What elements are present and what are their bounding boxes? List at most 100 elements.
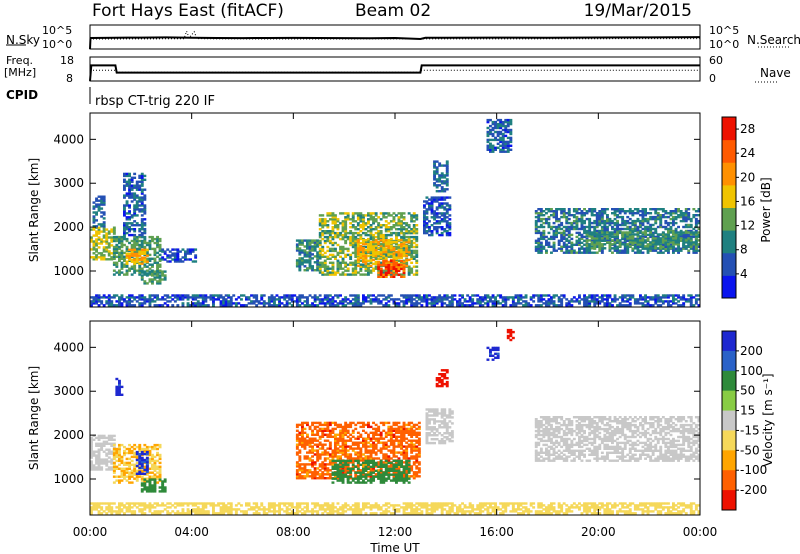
power-cell [486, 300, 490, 303]
power-cell [118, 304, 121, 307]
power-cell [565, 239, 569, 242]
power-cell [316, 267, 320, 270]
velocity-cell [140, 460, 144, 464]
velocity-cell [95, 456, 98, 459]
power-cell [692, 296, 696, 299]
power-cell [595, 214, 599, 217]
power-cell [684, 245, 688, 248]
velocity-cell [145, 488, 149, 491]
power-cell [603, 235, 607, 238]
velocity-cell [158, 457, 162, 461]
velocity-cell [92, 438, 96, 441]
velocity-cell [148, 475, 152, 478]
velocity-cell [321, 467, 325, 470]
power-cell [654, 245, 658, 248]
power-cell [397, 216, 401, 219]
power-cell [430, 231, 434, 235]
power-cell [639, 223, 642, 227]
power-cell [433, 300, 436, 303]
power-cell [600, 237, 604, 240]
velocity-cell [110, 438, 114, 441]
velocity-cell [318, 429, 322, 432]
power-cell [473, 294, 477, 297]
power-cell [326, 237, 330, 241]
velocity-cell [158, 443, 162, 447]
power-cell [262, 294, 266, 297]
power-cell [323, 263, 327, 266]
power-cell [311, 241, 314, 244]
power-cell [367, 248, 370, 252]
power-cell [636, 210, 640, 213]
power-cell [153, 304, 157, 307]
power-cell [578, 243, 581, 246]
power-cell [537, 249, 541, 252]
power-cell [379, 261, 383, 264]
power-cell [123, 251, 126, 255]
power-cell [578, 231, 581, 235]
power-cell [674, 239, 678, 242]
power-cell [656, 239, 660, 242]
power-cell [227, 304, 231, 307]
power-cell [694, 214, 698, 217]
power-cell [588, 225, 592, 229]
power-cell [402, 231, 406, 235]
power-cell [509, 122, 513, 126]
power-cell [379, 248, 383, 252]
power-cell [118, 253, 121, 257]
velocity-cell [311, 439, 314, 442]
power-cell [151, 235, 154, 239]
power-cell [537, 229, 541, 233]
power-cell [308, 294, 312, 297]
power-cell [423, 218, 426, 221]
power-cell [138, 267, 142, 270]
power-cell [163, 252, 167, 255]
power-cell [344, 235, 348, 239]
power-cell [616, 225, 619, 229]
power-cell [328, 261, 332, 264]
power-cell [128, 300, 131, 303]
power-cell [100, 207, 104, 210]
power-cell [534, 239, 538, 242]
power-cell [344, 300, 348, 303]
power-cell [153, 247, 157, 251]
power-cell [100, 254, 104, 257]
power-cell [633, 251, 637, 254]
power-cell [318, 267, 322, 270]
power-cell [123, 180, 126, 183]
power-cell [450, 296, 454, 299]
power-cell [377, 254, 381, 258]
power-cell [301, 263, 304, 266]
power-cell [351, 216, 355, 219]
power-cell [179, 250, 182, 253]
power-cell [344, 273, 348, 276]
power-cell [311, 247, 314, 250]
velocity-cell [138, 452, 142, 456]
nsky-left-tick-bottom: 10^0 [42, 38, 73, 51]
velocity-cell [90, 446, 93, 449]
power-cell [684, 223, 688, 227]
power-cell [128, 222, 131, 225]
power-cell [138, 296, 142, 299]
power-cell [517, 302, 520, 305]
power-cell [389, 294, 393, 297]
power-cell [318, 224, 322, 227]
power-cell [173, 254, 177, 257]
power-cell [481, 304, 485, 307]
power-cell [125, 194, 129, 197]
power-cell [636, 300, 640, 303]
power-cell [318, 263, 322, 266]
power-cell [687, 243, 691, 246]
power-cell [280, 296, 284, 299]
velocity-cell [303, 439, 307, 442]
power-cell [496, 130, 500, 134]
power-cell [649, 249, 653, 252]
power-cell [412, 265, 416, 268]
power-cell [623, 294, 627, 297]
power-cell [623, 235, 627, 239]
power-cell [410, 214, 414, 217]
power-cell [379, 235, 383, 239]
velocity-cell [156, 465, 159, 468]
velocity-cell [318, 465, 322, 468]
power-cell [667, 235, 670, 238]
power-cell [336, 271, 340, 274]
